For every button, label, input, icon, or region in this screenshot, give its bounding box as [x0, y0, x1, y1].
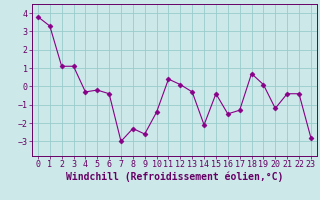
X-axis label: Windchill (Refroidissement éolien,°C): Windchill (Refroidissement éolien,°C) — [66, 172, 283, 182]
